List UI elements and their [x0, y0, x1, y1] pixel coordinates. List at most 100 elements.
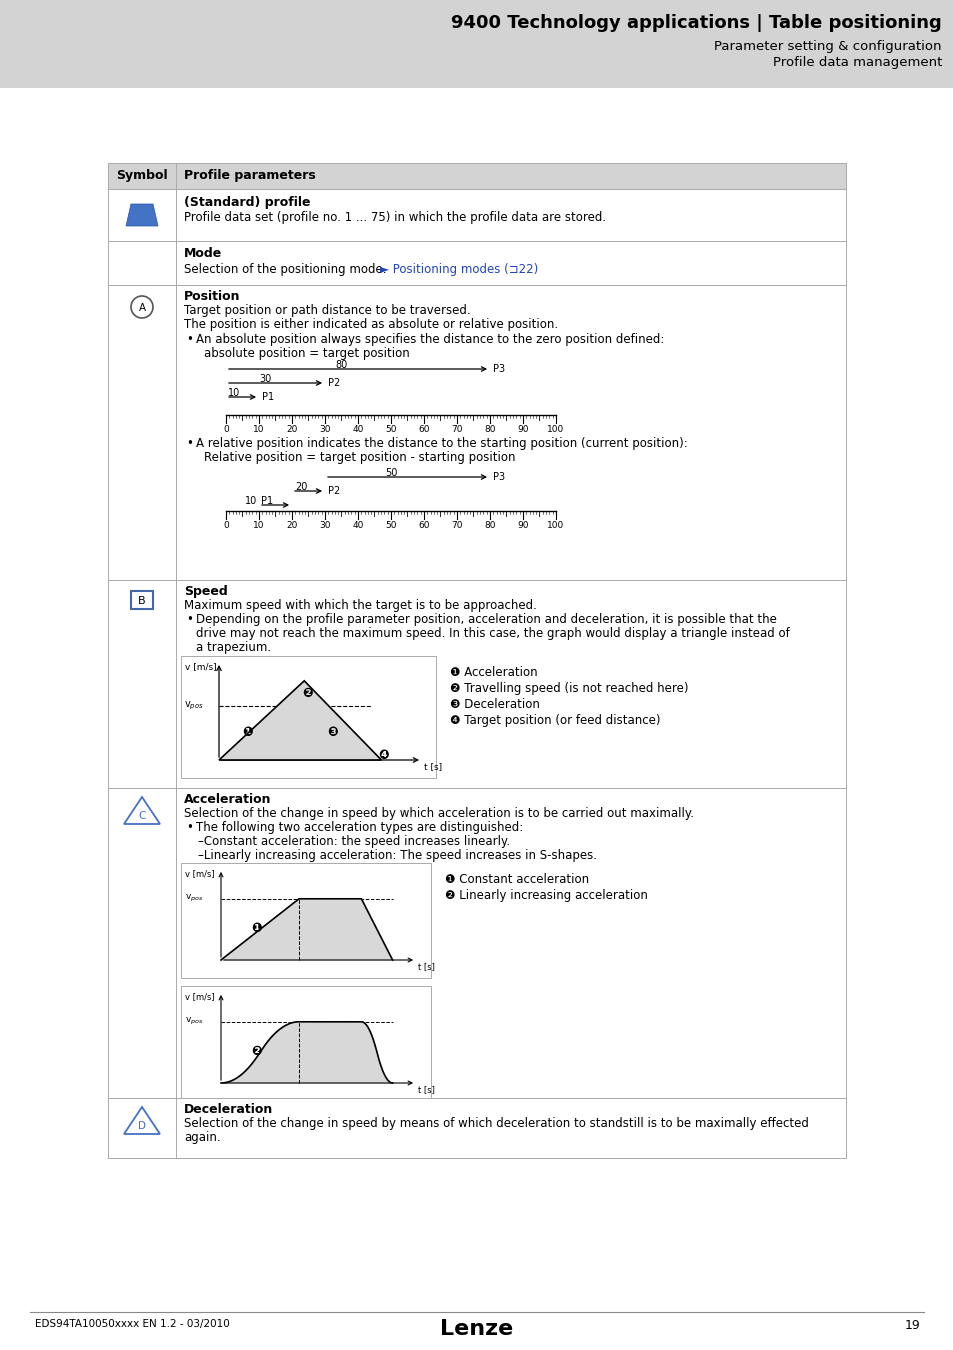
Text: ❶ Acceleration: ❶ Acceleration	[450, 666, 537, 679]
Text: 0: 0	[223, 521, 229, 531]
Text: 70: 70	[451, 425, 462, 433]
Text: t [s]: t [s]	[417, 1085, 435, 1094]
Polygon shape	[219, 680, 381, 760]
Text: 30: 30	[259, 374, 272, 383]
Text: ❶ Constant acceleration: ❶ Constant acceleration	[444, 873, 589, 886]
Polygon shape	[221, 1022, 393, 1083]
Text: •: •	[186, 613, 193, 626]
Text: 20: 20	[286, 425, 297, 433]
Bar	[0, 0, 953, 88]
Text: Acceleration: Acceleration	[184, 792, 272, 806]
Text: 100: 100	[547, 425, 564, 433]
Text: Selection of the change in speed by means of which deceleration to standstill is: Selection of the change in speed by mean…	[184, 1116, 808, 1130]
Text: •: •	[186, 821, 193, 834]
Text: Profile parameters: Profile parameters	[184, 169, 315, 182]
Text: Relative position = target position - starting position: Relative position = target position - st…	[204, 451, 515, 464]
Text: 90: 90	[517, 521, 528, 531]
Text: The position is either indicated as absolute or relative position.: The position is either indicated as abso…	[184, 319, 558, 331]
Text: 40: 40	[352, 521, 363, 531]
Text: C: C	[138, 811, 146, 821]
Bar	[108, 1098, 845, 1158]
Text: 50: 50	[385, 425, 396, 433]
Text: 10: 10	[253, 521, 265, 531]
Text: v$_{pos}$: v$_{pos}$	[185, 1017, 203, 1027]
Text: Selection of the positioning mode.: Selection of the positioning mode.	[184, 263, 394, 275]
Text: P1: P1	[261, 495, 273, 506]
Text: •: •	[186, 437, 193, 450]
Text: Lenze: Lenze	[440, 1319, 513, 1339]
Text: 50: 50	[385, 521, 396, 531]
Text: Profile data management: Profile data management	[772, 55, 941, 69]
Text: 20: 20	[295, 482, 308, 491]
Text: a trapezium.: a trapezium.	[195, 641, 271, 653]
Text: ❸ Deceleration: ❸ Deceleration	[450, 698, 539, 711]
Bar	[108, 189, 845, 242]
Text: 60: 60	[417, 521, 429, 531]
Text: 10: 10	[253, 425, 265, 433]
Text: 10: 10	[245, 495, 256, 506]
Text: ❹: ❹	[377, 749, 388, 763]
Text: Deceleration: Deceleration	[184, 1103, 273, 1116]
Polygon shape	[221, 899, 393, 960]
Text: 20: 20	[286, 521, 297, 531]
Text: t [s]: t [s]	[417, 963, 435, 971]
Text: Maximum speed with which the target is to be approached.: Maximum speed with which the target is t…	[184, 599, 537, 612]
Text: 40: 40	[352, 425, 363, 433]
Text: P2: P2	[328, 486, 340, 495]
Text: ❷: ❷	[302, 687, 313, 699]
Text: 80: 80	[484, 425, 496, 433]
Text: Symbol: Symbol	[116, 169, 168, 182]
Text: –Linearly increasing acceleration: The speed increases in S-shapes.: –Linearly increasing acceleration: The s…	[198, 849, 597, 863]
Bar	[108, 242, 845, 285]
Text: P2: P2	[328, 378, 340, 387]
Text: 80: 80	[335, 360, 347, 370]
Text: Position: Position	[184, 290, 240, 302]
Text: A relative position indicates the distance to the starting position (current pos: A relative position indicates the distan…	[195, 437, 687, 450]
Text: Parameter setting & configuration: Parameter setting & configuration	[714, 40, 941, 53]
Text: P3: P3	[493, 364, 504, 374]
Text: Mode: Mode	[184, 247, 222, 261]
Text: The following two acceleration types are distinguished:: The following two acceleration types are…	[195, 821, 522, 834]
Text: ❹ Target position (or feed distance): ❹ Target position (or feed distance)	[450, 714, 659, 728]
Text: An absolute position always specifies the distance to the zero position defined:: An absolute position always specifies th…	[195, 333, 663, 346]
Polygon shape	[124, 1107, 160, 1134]
Bar	[131, 591, 152, 609]
Text: 30: 30	[319, 521, 331, 531]
Bar	[108, 163, 845, 189]
Text: Target position or path distance to be traversed.: Target position or path distance to be t…	[184, 304, 470, 317]
Bar	[108, 580, 845, 788]
Text: ► Positioning modes (⊐22): ► Positioning modes (⊐22)	[379, 263, 537, 275]
Bar	[181, 986, 431, 1102]
Text: P3: P3	[493, 472, 504, 482]
Bar	[181, 656, 436, 778]
Text: 70: 70	[451, 521, 462, 531]
Text: drive may not reach the maximum speed. In this case, the graph would display a t: drive may not reach the maximum speed. I…	[195, 626, 789, 640]
Text: –Constant acceleration: the speed increases linearly.: –Constant acceleration: the speed increa…	[198, 836, 510, 848]
Bar	[108, 788, 845, 1098]
Text: 30: 30	[319, 425, 331, 433]
Text: ❶: ❶	[251, 922, 261, 934]
Text: v [m/s]: v [m/s]	[185, 662, 216, 671]
Text: Speed: Speed	[184, 585, 228, 598]
Polygon shape	[124, 796, 160, 824]
Text: Selection of the change in speed by which acceleration is to be carried out maxi: Selection of the change in speed by whic…	[184, 807, 693, 819]
Text: D: D	[138, 1120, 146, 1131]
Text: 10: 10	[228, 387, 240, 398]
Text: ❷: ❷	[251, 1045, 261, 1058]
Text: (Standard) profile: (Standard) profile	[184, 196, 310, 209]
Text: v$_{pos}$: v$_{pos}$	[185, 894, 203, 904]
Text: 50: 50	[384, 468, 396, 478]
Text: P1: P1	[262, 392, 274, 402]
Text: ❷ Travelling speed (is not reached here): ❷ Travelling speed (is not reached here)	[450, 682, 688, 695]
Text: 60: 60	[417, 425, 429, 433]
Text: 9400 Technology applications | Table positioning: 9400 Technology applications | Table pos…	[451, 14, 941, 32]
Text: 90: 90	[517, 425, 528, 433]
Text: Depending on the profile parameter position, acceleration and deceleration, it i: Depending on the profile parameter posit…	[195, 613, 776, 626]
Bar	[181, 863, 431, 977]
Text: v$_{pos}$: v$_{pos}$	[184, 699, 204, 713]
Text: 19: 19	[903, 1319, 919, 1332]
Text: A: A	[138, 302, 146, 313]
Text: 0: 0	[223, 425, 229, 433]
Bar	[108, 285, 845, 580]
Text: absolute position = target position: absolute position = target position	[204, 347, 410, 360]
